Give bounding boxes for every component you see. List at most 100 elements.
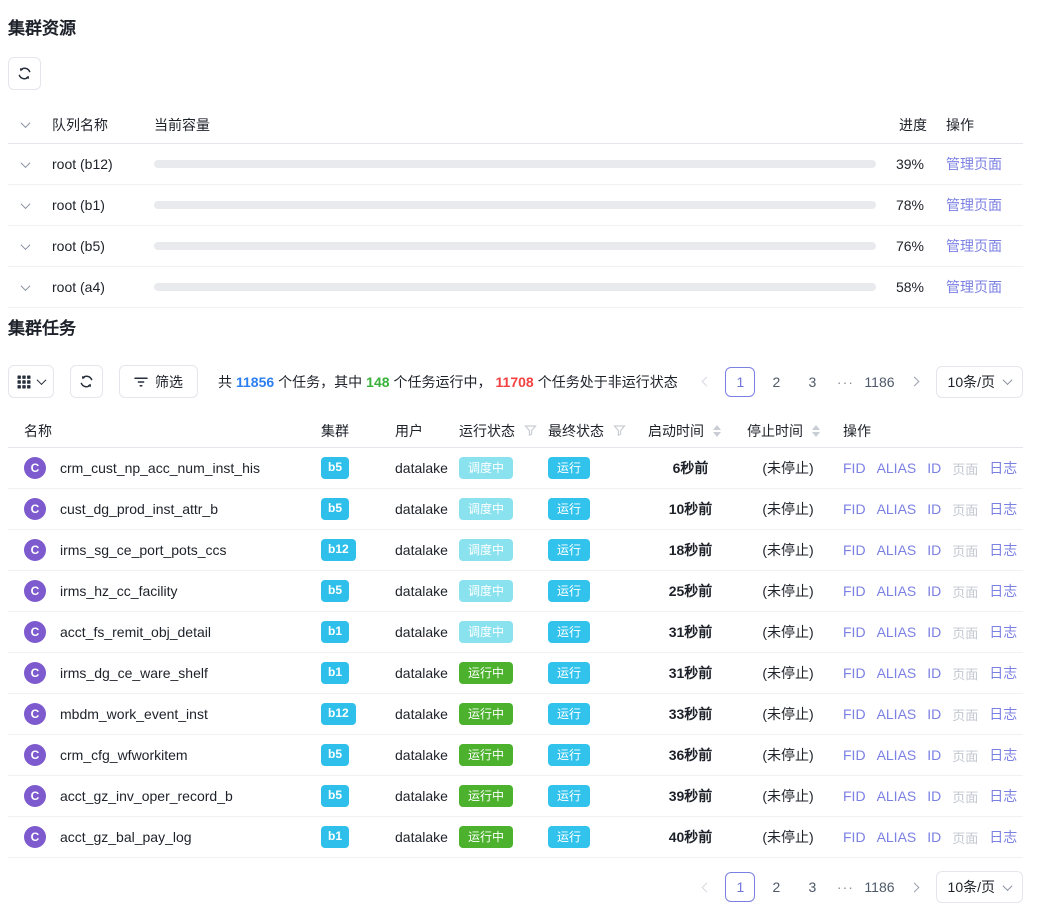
task-name: mbdm_work_event_inst [60, 706, 208, 722]
op-id[interactable]: ID [927, 665, 942, 681]
task-row: C crm_cfg_wfworkitem b5 datalake 运行中 运行 … [8, 735, 1023, 776]
prev-page-button[interactable] [693, 367, 719, 397]
queue-manage-link[interactable]: 管理页面 [946, 238, 1002, 254]
page-button[interactable]: 1186 [864, 373, 895, 390]
task-name: irms_hz_cc_facility [60, 583, 178, 599]
page-size-select[interactable]: 10条/页 [935, 871, 1023, 903]
column-filter-funnel-icon[interactable] [524, 424, 537, 437]
op-alias[interactable]: ALIAS [876, 501, 917, 517]
op-alias[interactable]: ALIAS [876, 542, 917, 558]
stop-time: (未停止) [762, 624, 814, 640]
op-id[interactable]: ID [927, 542, 942, 558]
page-size-select[interactable]: 10条/页 [935, 365, 1023, 398]
expand-row-toggle[interactable] [8, 198, 52, 209]
op-id[interactable]: ID [927, 706, 942, 722]
page-button[interactable]: 3 [808, 879, 817, 895]
op-alias[interactable]: ALIAS [876, 583, 917, 599]
summary-text: 共 [218, 373, 232, 390]
op-log[interactable]: 日志 [989, 706, 1018, 722]
op-fid[interactable]: FID [843, 460, 866, 476]
op-id[interactable]: ID [927, 583, 942, 599]
expand-row-toggle[interactable] [8, 157, 52, 168]
op-log[interactable]: 日志 [989, 624, 1018, 640]
stop-time: (未停止) [762, 706, 814, 722]
cluster-badge: b5 [321, 498, 350, 520]
task-row: C acct_fs_remit_obj_detail b1 datalake 调… [8, 612, 1023, 653]
page-button[interactable]: 2 [772, 373, 781, 390]
pagination: 1 2 3 ··· 1186 [693, 872, 927, 902]
col-stop-time-label: 停止时间 [747, 422, 803, 439]
next-page-button[interactable] [902, 367, 928, 397]
task-avatar: C [24, 498, 46, 520]
tasks-refresh-button[interactable] [70, 365, 103, 398]
op-log[interactable]: 日志 [989, 460, 1018, 476]
op-fid[interactable]: FID [843, 542, 866, 558]
prev-page-button[interactable] [693, 872, 719, 902]
op-log[interactable]: 日志 [989, 829, 1018, 845]
op-log[interactable]: 日志 [989, 542, 1018, 558]
op-page: 页面 [952, 502, 979, 518]
op-fid[interactable]: FID [843, 501, 866, 517]
column-sorter-icon[interactable] [713, 424, 721, 437]
op-page: 页面 [952, 543, 979, 559]
op-id[interactable]: ID [927, 829, 942, 845]
op-log[interactable]: 日志 [989, 747, 1018, 763]
expand-row-toggle[interactable] [8, 239, 52, 250]
op-alias[interactable]: ALIAS [876, 665, 917, 681]
stop-time: (未停止) [762, 747, 814, 763]
op-alias[interactable]: ALIAS [876, 788, 917, 804]
page-button[interactable]: 1186 [864, 879, 895, 895]
op-alias[interactable]: ALIAS [876, 460, 917, 476]
page-button[interactable]: 1 [725, 872, 756, 902]
column-layout-button[interactable] [8, 365, 54, 398]
op-fid[interactable]: FID [843, 706, 866, 722]
op-id[interactable]: ID [927, 747, 942, 763]
queue-manage-link[interactable]: 管理页面 [946, 279, 1002, 295]
op-log[interactable]: 日志 [989, 501, 1018, 517]
queue-name: root (b5) [52, 238, 105, 254]
filter-button-label: 筛选 [155, 373, 183, 390]
task-operations: FID ALIAS ID 页面 日志 [843, 581, 1023, 601]
summary-text: 个任务处于非运行状态 [537, 373, 678, 390]
stop-time: (未停止) [762, 501, 814, 517]
resources-refresh-button[interactable] [8, 57, 41, 90]
cluster-badge: b5 [321, 457, 350, 479]
op-fid[interactable]: FID [843, 624, 866, 640]
task-avatar: C [24, 539, 46, 561]
start-time: 6秒前 [672, 460, 709, 476]
final-status-badge: 运行 [548, 538, 591, 562]
op-alias[interactable]: ALIAS [876, 747, 917, 763]
column-filter-funnel-icon[interactable] [613, 424, 626, 437]
column-sorter-icon[interactable] [812, 424, 820, 437]
run-status-badge: 调度中 [459, 620, 514, 644]
op-fid[interactable]: FID [843, 583, 866, 599]
next-page-button[interactable] [902, 872, 928, 902]
stop-time: (未停止) [762, 788, 814, 804]
queue-manage-link[interactable]: 管理页面 [946, 197, 1002, 213]
op-fid[interactable]: FID [843, 788, 866, 804]
task-name: cust_dg_prod_inst_attr_b [60, 501, 218, 517]
op-log[interactable]: 日志 [989, 583, 1018, 599]
page-button[interactable]: 3 [808, 373, 817, 390]
op-id[interactable]: ID [927, 460, 942, 476]
page-button[interactable]: 1 [725, 366, 756, 397]
op-alias[interactable]: ALIAS [876, 706, 917, 722]
op-alias[interactable]: ALIAS [876, 829, 917, 845]
task-user: datalake [395, 829, 448, 845]
op-log[interactable]: 日志 [989, 788, 1018, 804]
op-alias[interactable]: ALIAS [876, 624, 917, 640]
expand-row-toggle[interactable] [8, 280, 52, 291]
op-fid[interactable]: FID [843, 665, 866, 681]
op-fid[interactable]: FID [843, 829, 866, 845]
task-user: datalake [395, 501, 448, 517]
op-id[interactable]: ID [927, 501, 942, 517]
op-id[interactable]: ID [927, 624, 942, 640]
op-fid[interactable]: FID [843, 747, 866, 763]
filter-button[interactable]: 筛选 [119, 365, 198, 398]
op-id[interactable]: ID [927, 788, 942, 804]
op-log[interactable]: 日志 [989, 665, 1018, 681]
queue-manage-link[interactable]: 管理页面 [946, 156, 1002, 172]
page-button[interactable]: 2 [772, 879, 781, 895]
chevron-down-icon [1002, 880, 1013, 891]
expand-all-toggle[interactable] [8, 118, 52, 129]
